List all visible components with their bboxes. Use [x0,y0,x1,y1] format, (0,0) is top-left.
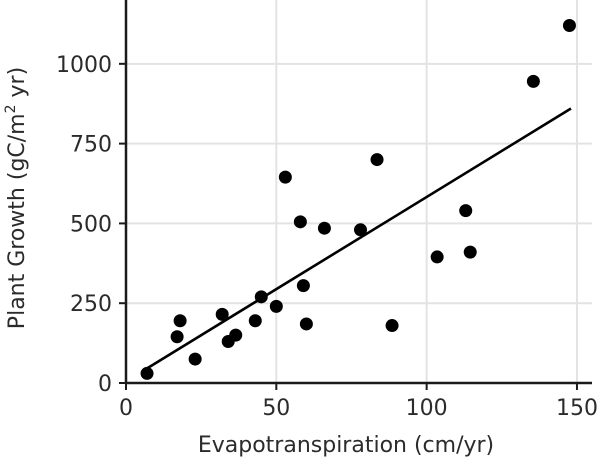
data-point [562,19,576,33]
data-point [170,330,184,344]
x-tick-label: 150 [556,396,598,421]
data-point [254,290,268,304]
tick-labels: 0 50 100 150 0 250 500 750 1000 [56,53,598,421]
trendline [143,107,572,372]
y-tick-label: 750 [70,133,112,158]
data-point [317,221,331,235]
x-tick-label: 100 [406,396,448,421]
data-point [229,328,243,342]
data-point [173,314,187,328]
axes [124,0,592,385]
data-point [370,153,384,167]
tick-marks [119,62,578,390]
data-point [293,215,307,229]
y-tick-label: 1000 [56,53,112,78]
y-axis-label-superscript: 2 [3,104,19,113]
data-point [430,250,444,264]
data-point [354,223,368,237]
data-point [269,299,283,313]
data-point [188,352,202,366]
data-point [385,319,399,333]
grid-lines [126,0,592,383]
x-tick-label: 50 [262,396,290,421]
data-point [526,74,540,88]
data-point [278,170,292,184]
x-tick-label: 0 [119,396,133,421]
y-axis-label: Plant Growth (gC/m2 yr) [3,67,30,329]
y-tick-label: 250 [70,292,112,317]
data-points [140,19,576,380]
trendline-group [143,107,572,372]
data-point [299,317,313,331]
data-point [215,307,229,321]
data-point [140,366,154,380]
data-point [296,279,310,293]
data-point [463,245,477,259]
y-axis-label-unit: yr) [5,67,30,105]
y-tick-label: 0 [98,372,112,397]
y-tick-label: 500 [70,212,112,237]
data-point [459,204,473,218]
data-point [248,314,262,328]
y-axis-label-main: Plant Growth (gC/m [5,113,30,329]
x-axis-label: Evapotranspiration (cm/yr) [198,433,494,458]
